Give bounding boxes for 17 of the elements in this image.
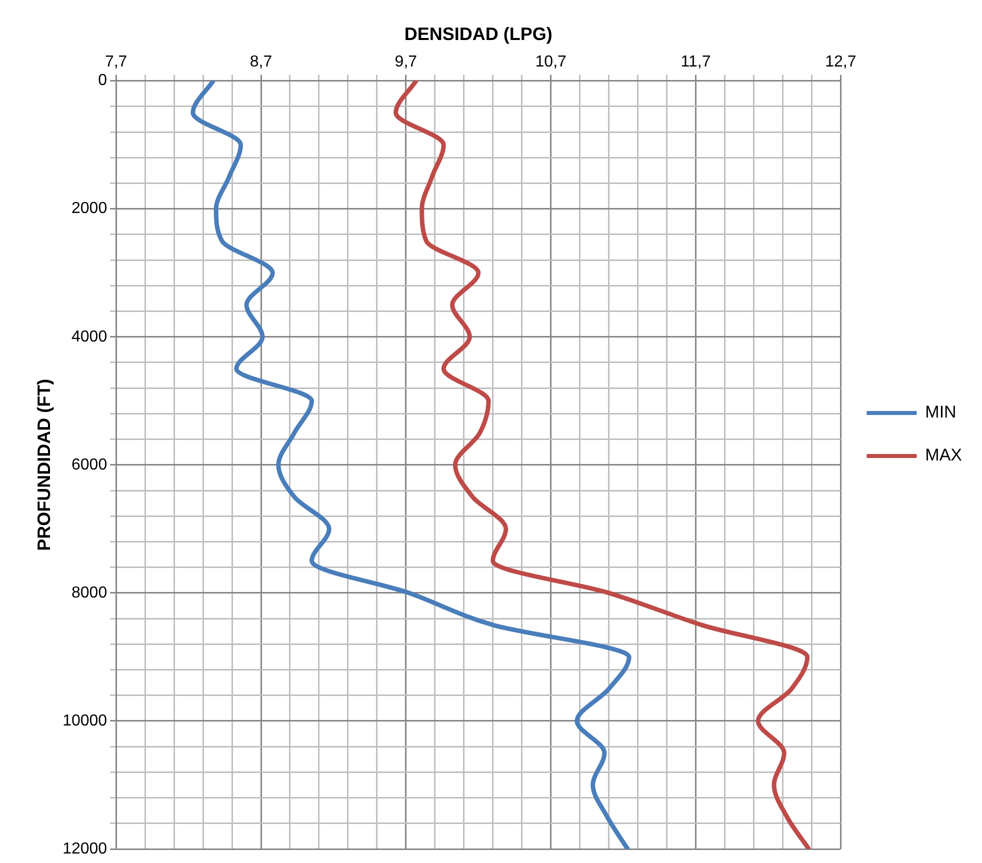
legend-label: MAX [925,446,962,465]
x-tick-label: 12,7 [825,54,856,71]
y-tick-label: 6000 [72,456,108,474]
y-tick-label: 0 [98,72,108,90]
y-tick-label: 10000 [62,712,108,730]
y-tick-label: 12000 [62,840,108,858]
y-tick-label: 8000 [72,584,108,602]
x-tick-label: 11,7 [680,54,711,71]
x-tick-label: 9,7 [394,54,418,71]
legend-label: MIN [925,402,956,422]
y-tick-label: 4000 [72,328,108,346]
x-axis-title: DENSIDAD (LPG) [404,24,552,44]
x-tick-label: 8,7 [250,54,272,71]
x-tick-label: 10,7 [535,54,567,71]
x-tick-label: 7,7 [104,54,128,71]
y-tick-label: 2000 [72,200,108,218]
y-axis-title: PROFUNDIDAD (FT) [34,378,54,551]
